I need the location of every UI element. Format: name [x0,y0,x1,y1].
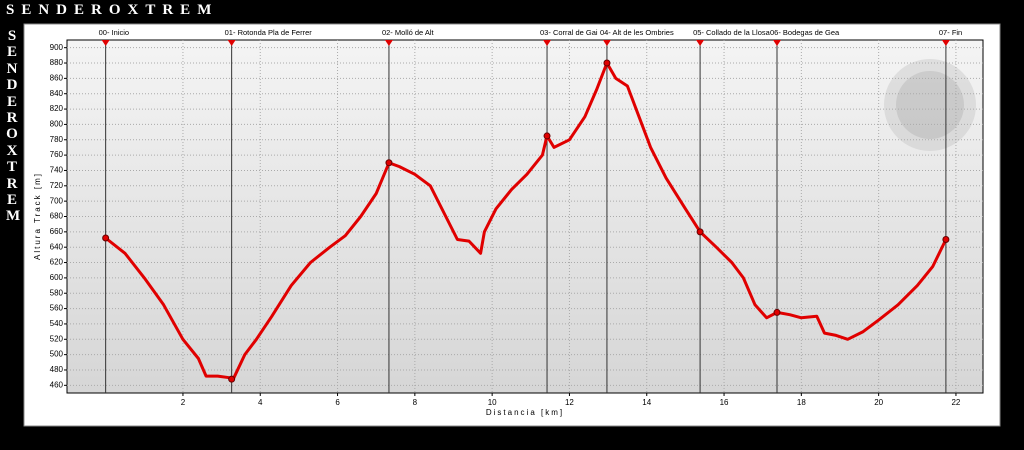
y-tick-label: 540 [50,319,64,328]
x-tick-label: 8 [413,398,418,407]
waypoint-marker [102,234,110,242]
brand-vertical: SENDEROXTREM [6,28,21,225]
waypoint-flag [696,40,705,46]
y-tick-label: 460 [50,380,64,389]
y-tick-label: 600 [50,273,64,282]
y-tick-label: 740 [50,166,64,175]
y-tick-label: 640 [50,242,64,251]
waypoint-flag [101,40,110,46]
waypoint-label: 07- Fin [939,28,962,37]
y-tick-label: 860 [50,73,64,82]
logo [884,59,976,151]
y-tick-label: 900 [50,43,64,52]
waypoint-flag [772,40,781,46]
x-tick-label: 4 [258,398,263,407]
y-tick-label: 520 [50,334,64,343]
waypoint-label: 03- Corral de Gai [540,28,598,37]
y-tick-label: 780 [50,135,64,144]
waypoint-marker [942,236,950,244]
waypoint-label: 06- Bodegas de Gea [770,28,840,37]
waypoint-marker [228,375,236,383]
y-tick-label: 800 [50,120,64,129]
y-axis-label: Altura Track [m] [33,172,42,260]
waypoint-flag [602,40,611,46]
x-axis-label: Distancia [km] [486,408,564,417]
waypoint-flag [543,40,552,46]
y-tick-label: 820 [50,104,64,113]
y-tick-label: 840 [50,89,64,98]
y-tick-label: 680 [50,212,64,221]
y-tick-label: 700 [50,196,64,205]
waypoint-label: 04- Alt de les Ombries [600,28,674,37]
y-tick-label: 560 [50,304,64,313]
waypoint-flag [227,40,236,46]
waypoint-marker [696,228,704,236]
waypoint-marker [543,132,551,140]
y-tick-label: 480 [50,365,64,374]
x-tick-label: 2 [181,398,186,407]
elevation-line [104,61,948,381]
waypoint-label: 00- Inicio [99,28,129,37]
x-tick-label: 6 [335,398,340,407]
y-tick-label: 660 [50,227,64,236]
waypoint-label: 05- Collado de la Llosa [693,28,771,37]
waypoint-label: 02- Molló de Alt [382,28,435,37]
waypoint-marker [385,159,393,167]
x-tick-label: 14 [642,398,651,407]
brand-title: SENDEROXTREM [6,2,219,18]
waypoint-flag [384,40,393,46]
y-tick-label: 500 [50,350,64,359]
x-tick-label: 16 [720,398,729,407]
y-tick-label: 720 [50,181,64,190]
x-tick-label: 12 [565,398,574,407]
x-tick-label: 22 [951,398,960,407]
x-tick-label: 18 [797,398,806,407]
waypoint-marker [603,59,611,67]
waypoint-marker [773,308,781,316]
y-tick-label: 580 [50,288,64,297]
waypoint-flag [941,40,950,46]
y-tick-label: 880 [50,58,64,67]
x-tick-label: 20 [874,398,883,407]
y-tick-label: 620 [50,258,64,267]
x-tick-label: 10 [488,398,497,407]
y-tick-label: 760 [50,150,64,159]
waypoint-label: 01- Rotonda Pla de Ferrer [225,28,313,37]
